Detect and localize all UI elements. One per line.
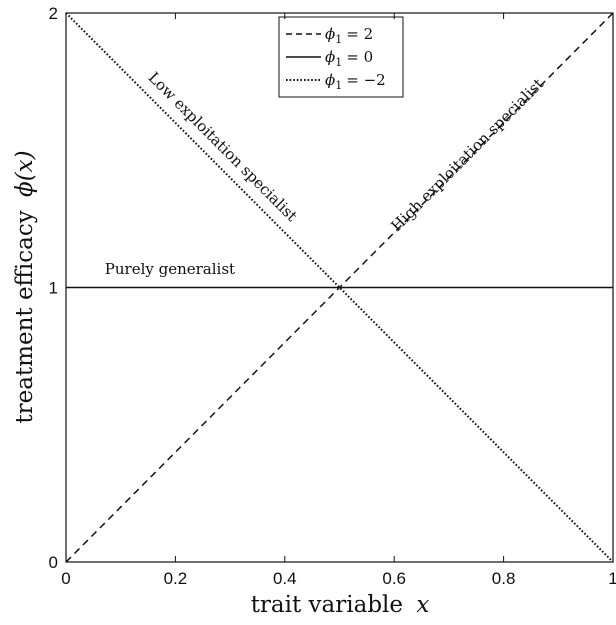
y-tick-label: 1 [49,279,58,298]
legend-value: = −2 [346,71,385,89]
legend-label: ϕ1 = 2 [325,25,373,46]
annotation-layer: Low exploitation specialist High exploita… [105,68,547,277]
x-tick-label: 0.2 [164,569,188,588]
x-axis-label-variable: x [416,592,429,618]
annotation-label: Low exploitation specialist [145,68,301,225]
x-axis-ticks: 0 0.2 0.4 0.6 0.8 1 [61,13,616,588]
plot-area: Low exploitation specialist High exploita… [65,12,614,563]
y-axis-label-variable: ϕ(x) [12,150,38,197]
x-axis-label-text: trait variable [251,592,403,618]
legend-symbol: ϕ [325,48,335,66]
series-layer [65,12,614,563]
x-tick-label: 0.8 [492,569,516,588]
x-tick-label: 0 [61,569,70,588]
y-axis-label: treatment efficacy ϕ(x) [12,150,38,423]
legend-label: ϕ1 = −2 [325,71,386,92]
legend-subscript: 1 [335,33,342,46]
y-axis-label-text: treatment efficacy [12,210,38,423]
y-tick-label: 0 [49,553,58,572]
legend-value: = 0 [346,48,373,66]
x-tick-label: 0.4 [273,569,297,588]
y-tick-label: 2 [49,4,58,23]
x-axis-label: trait variable x [251,592,430,618]
annotation-label: High exploitation specialist [387,75,547,235]
series-line-dotted [65,12,614,563]
legend-label: ϕ1 = 0 [325,48,373,69]
x-tick-label: 0.6 [382,569,406,588]
legend-subscript: 1 [335,56,342,69]
legend: ϕ1 = 2ϕ1 = 0ϕ1 = −2 [278,16,404,98]
legend-subscript: 1 [335,79,342,92]
legend-value: = 2 [346,25,373,43]
x-tick-label: 1 [608,569,616,588]
legend-symbol: ϕ [325,25,335,43]
y-axis-ticks: 0 1 2 [49,4,613,572]
legend-symbol: ϕ [325,71,335,89]
annotation-label: Purely generalist [105,260,235,278]
